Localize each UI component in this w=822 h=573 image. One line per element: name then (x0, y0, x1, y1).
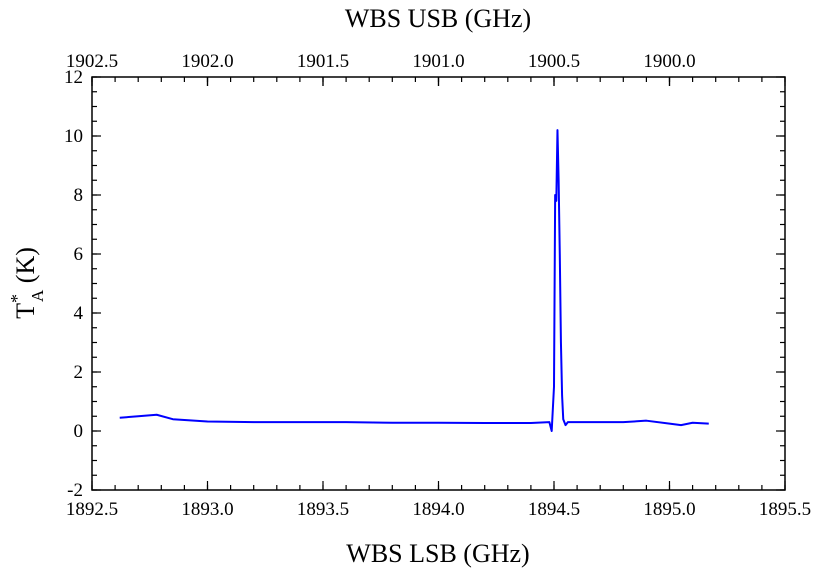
x-tick-label: 1894.0 (412, 499, 464, 520)
top-x-tick-label: 1900.5 (528, 51, 580, 72)
y-tick-label: 2 (74, 362, 84, 383)
top-x-tick-label: 1902.5 (66, 51, 118, 72)
x-tick-label: 1893.0 (181, 499, 233, 520)
x-tick-label: 1894.5 (528, 499, 580, 520)
top-x-tick-label: 1900.0 (643, 51, 695, 72)
x-tick-label: 1893.5 (297, 499, 349, 520)
spectrum-line (119, 129, 709, 432)
y-tick-label: 0 (74, 421, 84, 442)
y-tick-label: 4 (74, 303, 84, 324)
top-x-tick-label: 1902.0 (181, 51, 233, 72)
y-tick-label: 8 (74, 185, 84, 206)
tick-marks (91, 76, 786, 491)
top-x-tick-label: 1901.0 (412, 51, 464, 72)
y-axis-title-unit: (K) (11, 247, 40, 290)
y-axis-title-main: T (11, 303, 40, 319)
y-axis-title-sub: A (28, 289, 47, 302)
x-tick-label: 1895.5 (759, 499, 811, 520)
x-tick-label: 1895.0 (643, 499, 695, 520)
top-x-axis-title: WBS USB (GHz) (345, 4, 531, 33)
y-axis-title-sup: * (7, 294, 27, 303)
y-tick-label: 10 (64, 126, 83, 147)
tick-labels: 1892.5 1893.0 1893.5 1894.0 1894.5 1895.0 1895… (64, 51, 811, 520)
top-x-tick-label: 1901.5 (297, 51, 349, 72)
x-axis-title: WBS LSB (GHz) (346, 539, 529, 568)
x-tick-label: 1892.5 (66, 499, 118, 520)
y-tick-label: 6 (74, 244, 84, 265)
y-axis-title: T*A (K) (7, 247, 47, 319)
y-tick-label: -2 (67, 480, 83, 501)
plot-frame (91, 76, 786, 491)
y-tick-label: 12 (64, 67, 83, 88)
series-layer (119, 129, 709, 432)
